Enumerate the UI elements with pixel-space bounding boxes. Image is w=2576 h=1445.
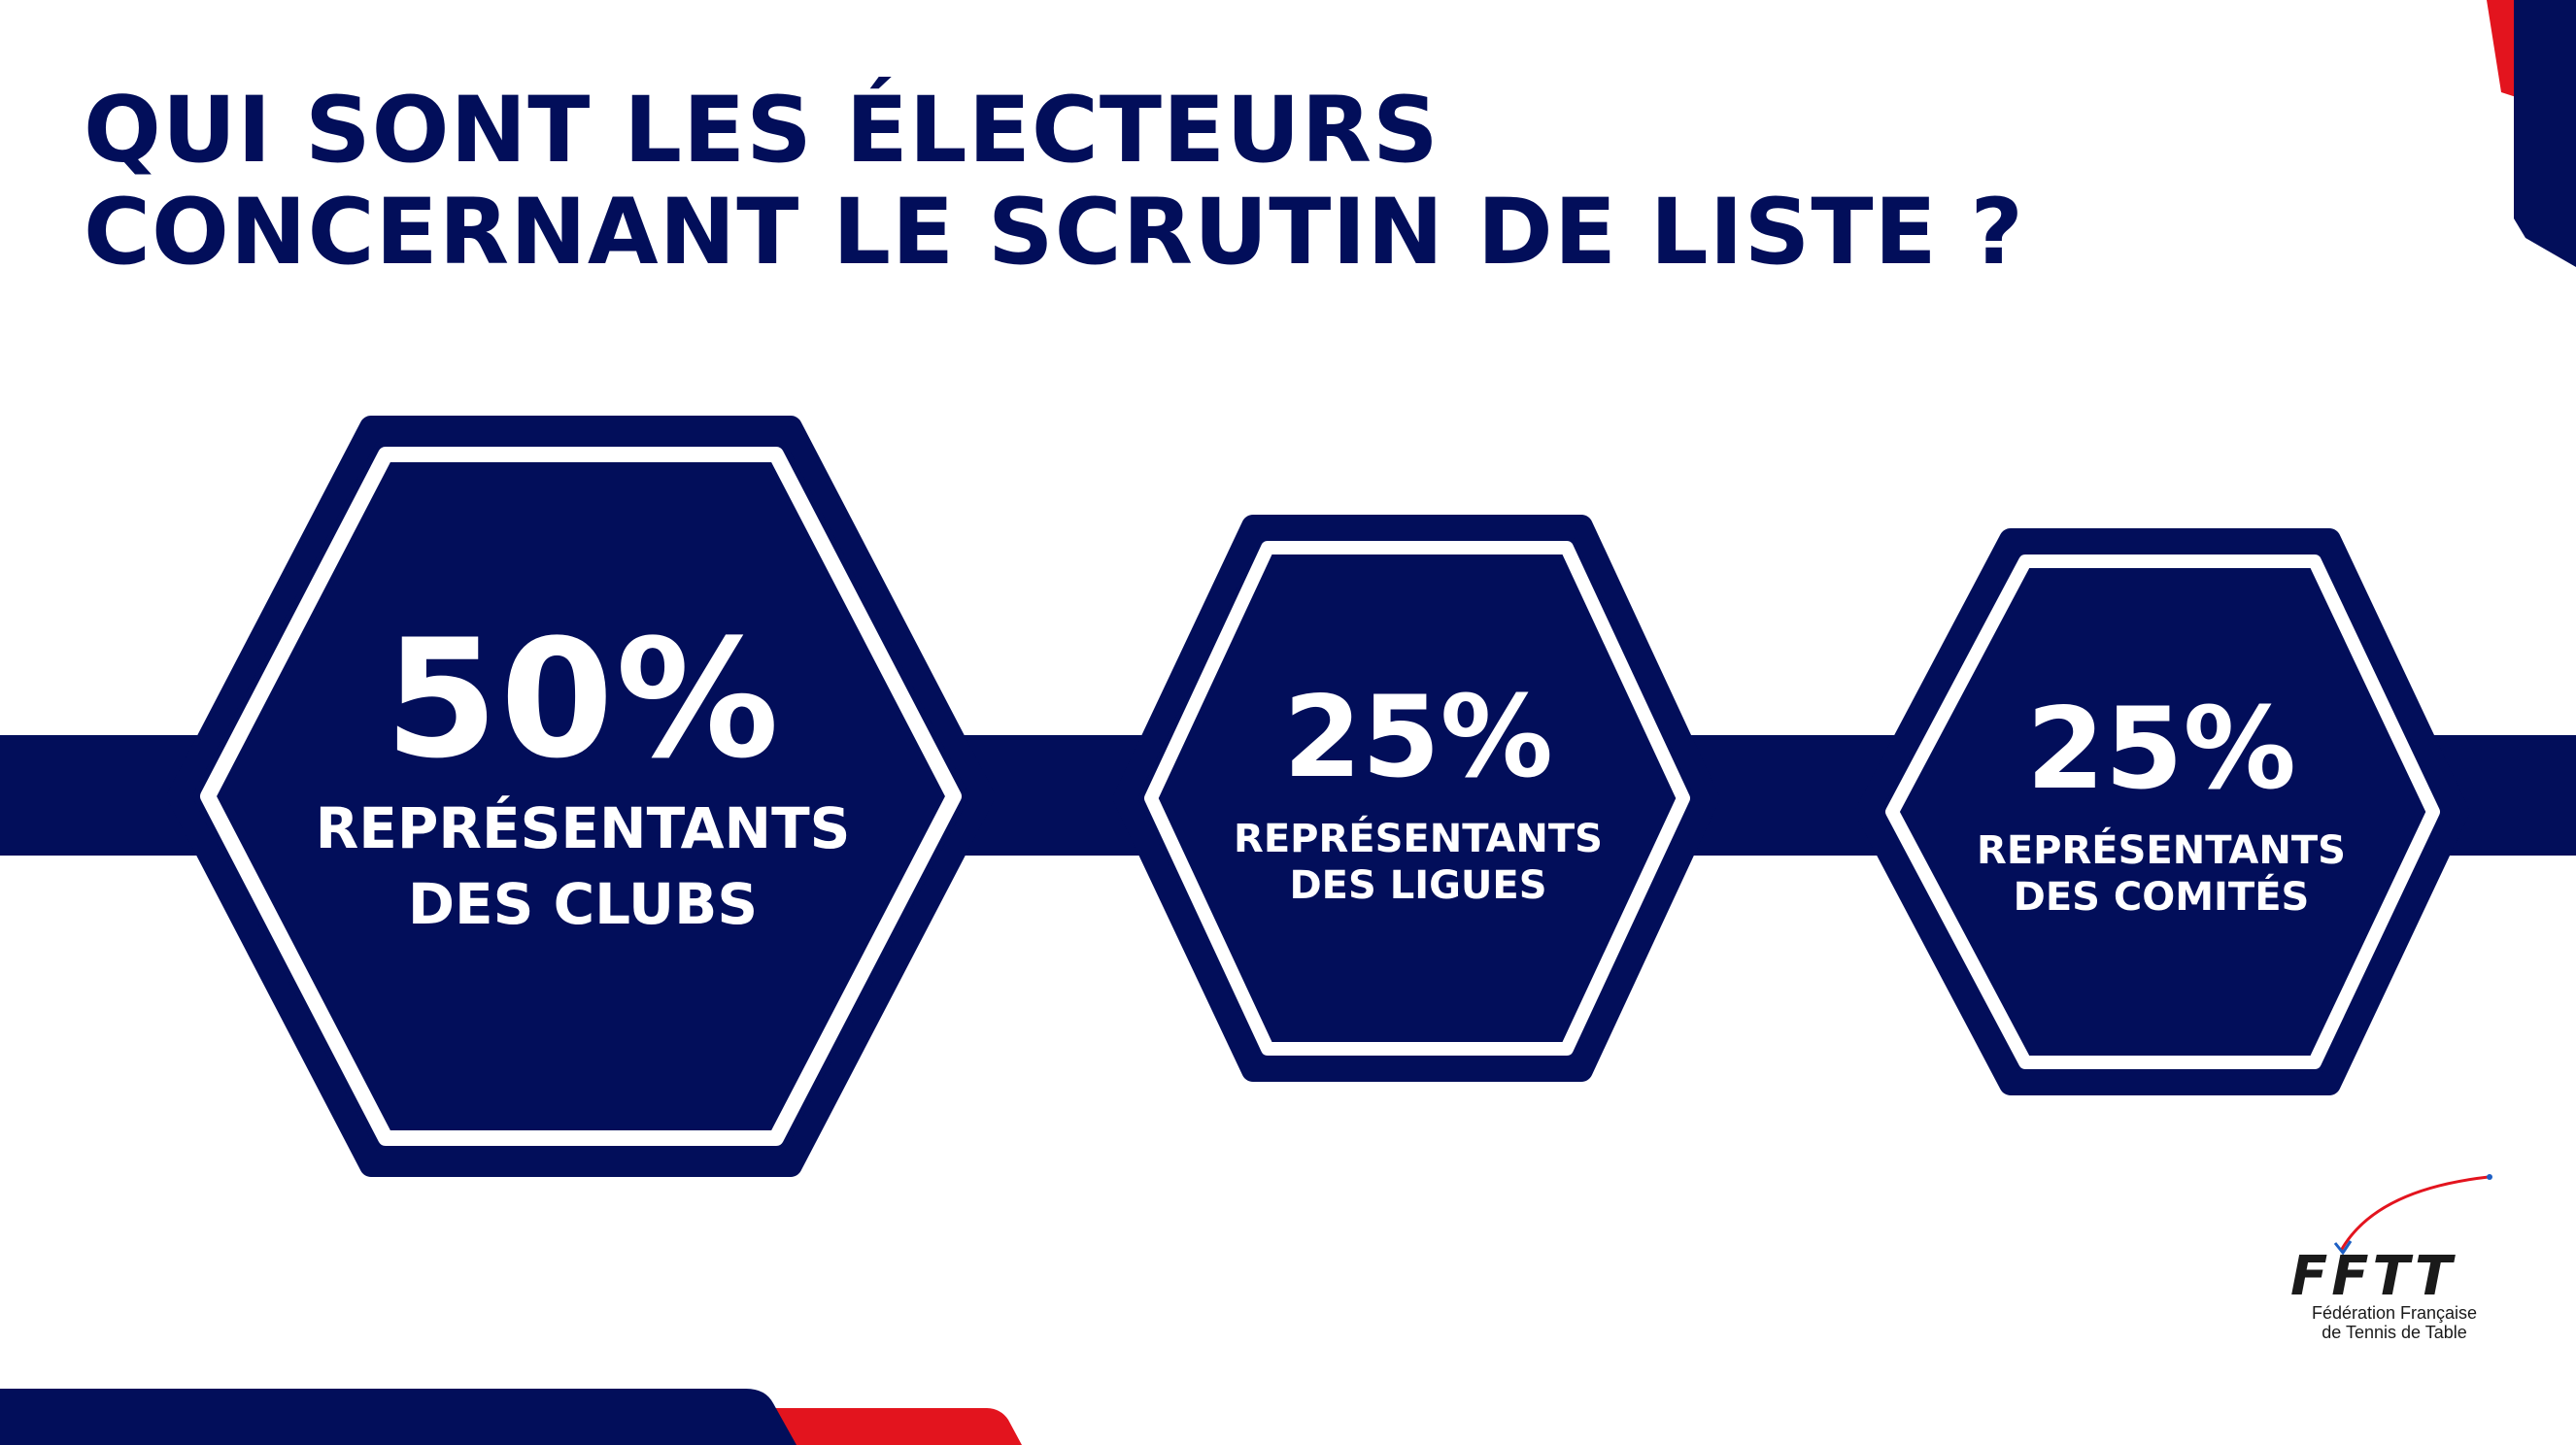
top-right-navy-accent bbox=[2514, 0, 2576, 267]
label-ligues-line-2: DES LIGUES bbox=[1289, 863, 1547, 908]
hexagon-ligues-outer bbox=[1113, 515, 1719, 1082]
hexagon-comites-ring bbox=[1885, 554, 2440, 1069]
title-line-1: QUI SONT LES ÉLECTEURS bbox=[84, 78, 1440, 184]
label-comites-line-2: DES COMITÉS bbox=[2013, 875, 2310, 920]
fftt-logo: FFTT Fédération Française de Tennis de T… bbox=[2283, 1165, 2506, 1350]
label-ligues-line-1: REPRÉSENTANTS bbox=[1234, 817, 1603, 861]
hexagon-clubs-ring bbox=[200, 447, 962, 1146]
page-title: QUI SONT LES ÉLECTEURS CONCERNANT LE SCR… bbox=[84, 80, 2024, 284]
hexagon-comites-content: 25% REPRÉSENTANTS DES COMITÉS bbox=[1870, 691, 2453, 921]
hexagon-clubs-content: 50% REPRÉSENTANTS DES CLUBS bbox=[194, 604, 971, 942]
logo-wordmark: FFTT bbox=[2290, 1245, 2457, 1308]
percent-clubs: 50% bbox=[384, 604, 782, 794]
logo-caption: Fédération Française de Tennis de Table bbox=[2283, 1303, 2506, 1342]
ball-trajectory-icon bbox=[2333, 1174, 2492, 1256]
percent-ligues: 25% bbox=[1283, 672, 1553, 803]
hexagon-comites-outer bbox=[1855, 528, 2469, 1095]
bottom-navy-bar bbox=[0, 1389, 797, 1445]
hexagon-ligues-ring bbox=[1144, 541, 1690, 1056]
percent-comites: 25% bbox=[2026, 684, 2296, 815]
logo-caption-line-2: de Tennis de Table bbox=[2322, 1323, 2467, 1342]
logo-caption-line-1: Fédération Française bbox=[2311, 1303, 2478, 1323]
label-clubs-line-2: DES CLUBS bbox=[407, 871, 759, 937]
label-clubs-line-1: REPRÉSENTANTS bbox=[315, 795, 851, 861]
title-line-2: CONCERNANT LE SCRUTIN DE LISTE ? bbox=[84, 180, 2024, 286]
hexagon-ligues-content: 25% REPRÉSENTANTS DES LIGUES bbox=[1127, 680, 1710, 909]
hexagon-clubs-outer bbox=[167, 416, 995, 1177]
label-comites-line-1: REPRÉSENTANTS bbox=[1977, 828, 2346, 873]
